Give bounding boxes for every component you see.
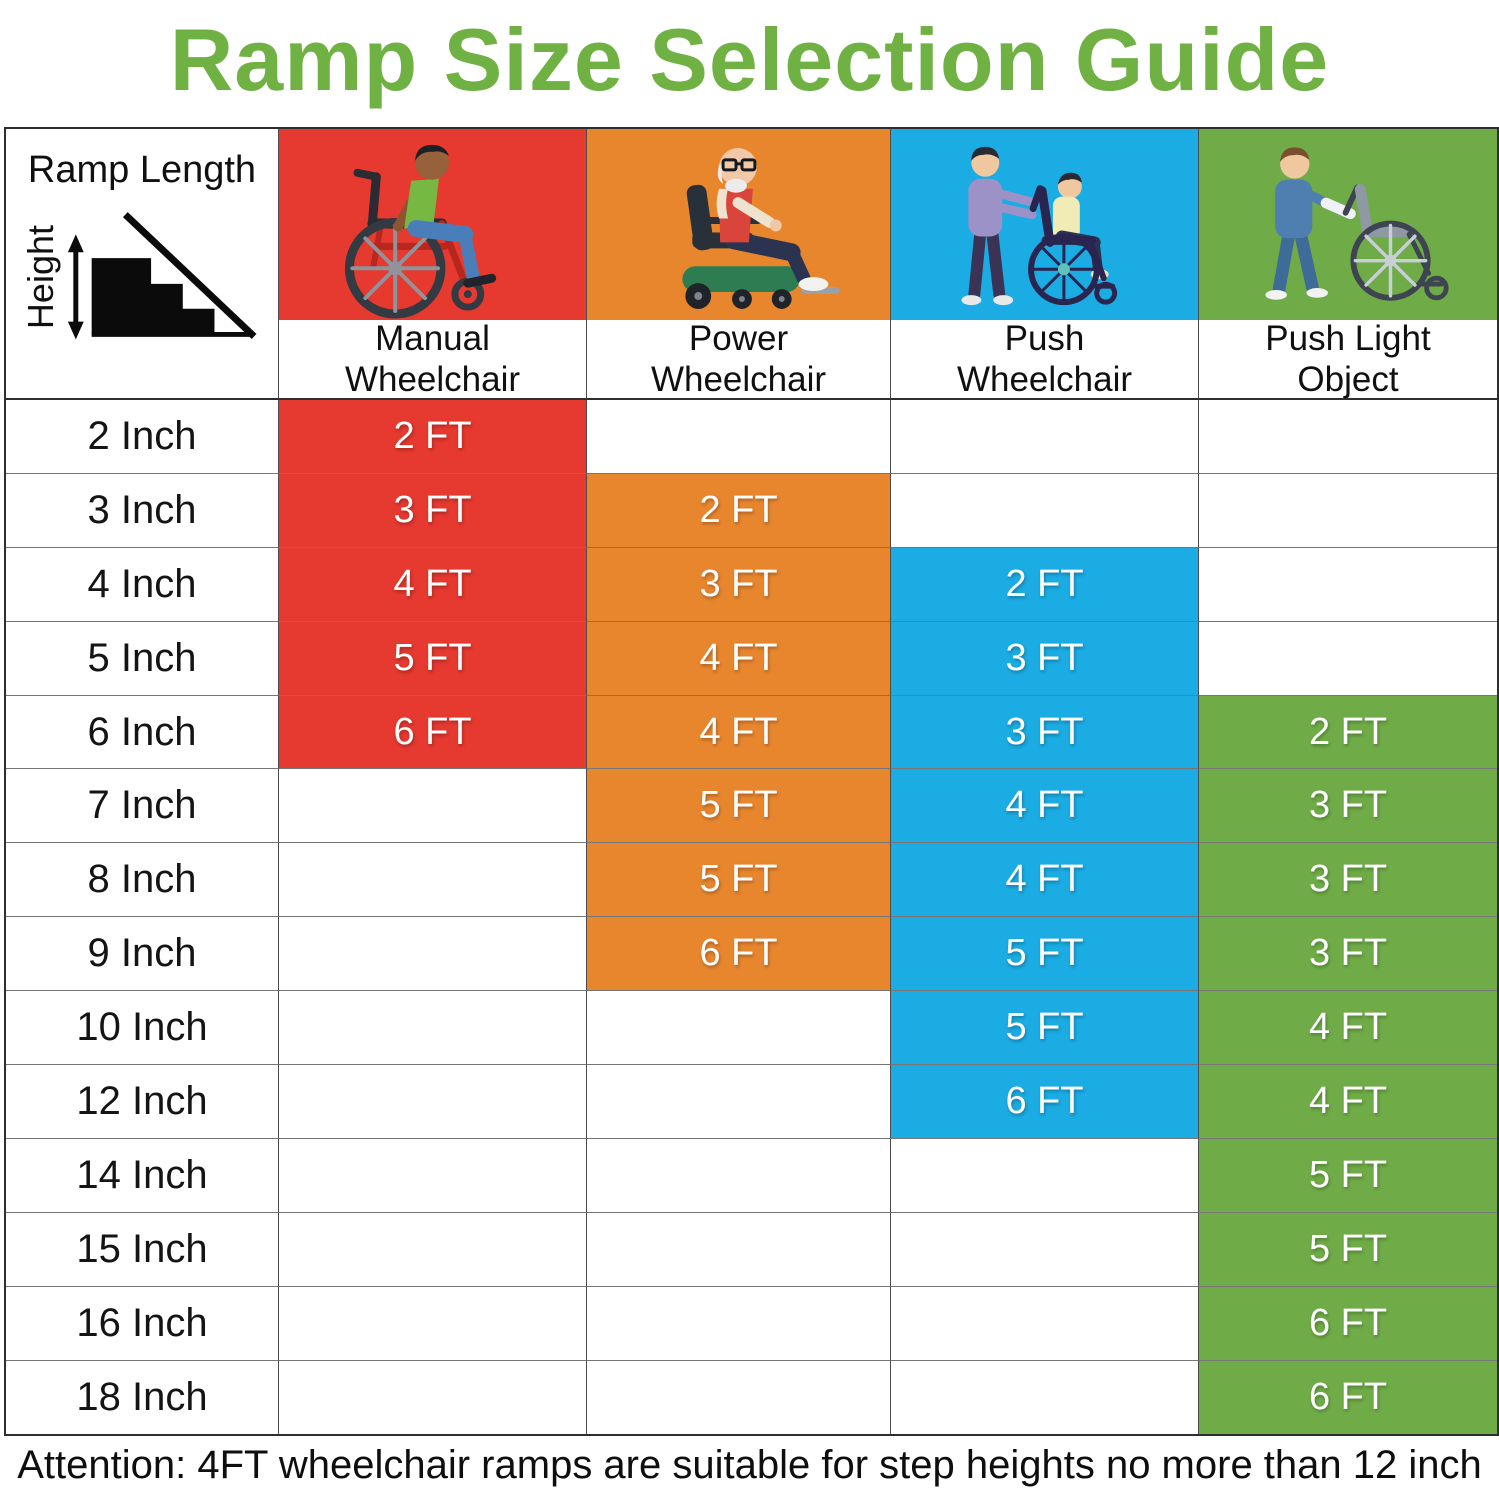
ramp-length-value-cell: 2 FT bbox=[1199, 695, 1497, 770]
column-label-push: Push Wheelchair bbox=[891, 320, 1199, 400]
height-label: Height bbox=[20, 224, 61, 330]
ramp-length-value-cell: 3 FT bbox=[1199, 843, 1497, 918]
column-label-light: Push Light Object bbox=[1199, 320, 1497, 400]
ramp-length-value-cell: 5 FT bbox=[891, 917, 1199, 992]
empty-cell bbox=[1199, 473, 1497, 548]
ramp-length-value-cell: 3 FT bbox=[279, 473, 587, 548]
ramp-length-value-cell: 6 FT bbox=[891, 1065, 1199, 1139]
empty-cell bbox=[279, 1065, 587, 1139]
ramp-length-value-cell: 6 FT bbox=[279, 695, 587, 770]
push-light-object-icon bbox=[1265, 147, 1449, 301]
empty-cell bbox=[279, 1138, 587, 1213]
ramp-length-value-cell: 3 FT bbox=[891, 621, 1199, 696]
header-image-manual bbox=[279, 129, 587, 320]
ramp-size-table: Ramp Length Height bbox=[4, 127, 1499, 1437]
ramp-length-value-cell: 6 FT bbox=[1199, 1286, 1497, 1361]
row-height-label: 2 Inch bbox=[6, 400, 279, 474]
row-height-label: 6 Inch bbox=[6, 695, 279, 770]
empty-cell bbox=[891, 1360, 1199, 1435]
ramp-length-value-cell: 5 FT bbox=[587, 769, 891, 844]
ramp-length-value-cell: 5 FT bbox=[279, 621, 587, 696]
ramp-stairs-icon bbox=[67, 212, 257, 340]
empty-cell bbox=[279, 1286, 587, 1361]
column-label-line1: Manual bbox=[375, 320, 490, 358]
ramp-length-value-cell: 4 FT bbox=[279, 547, 587, 622]
row-height-label: 8 Inch bbox=[6, 843, 279, 918]
empty-cell bbox=[279, 991, 587, 1066]
ramp-length-value-cell: 5 FT bbox=[587, 843, 891, 918]
attention-note: Attention: 4FT wheelchair ramps are suit… bbox=[17, 1443, 1482, 1487]
row-height-label: 9 Inch bbox=[6, 917, 279, 992]
ramp-length-label: Ramp Length bbox=[27, 149, 257, 191]
row-height-label: 7 Inch bbox=[6, 769, 279, 844]
row-height-label: 14 Inch bbox=[6, 1138, 279, 1213]
ramp-length-value-cell: 5 FT bbox=[891, 991, 1199, 1066]
empty-cell bbox=[1199, 621, 1497, 696]
empty-cell bbox=[587, 400, 891, 474]
empty-cell bbox=[587, 1360, 891, 1435]
header-image-push bbox=[891, 129, 1199, 320]
page-title: Ramp Size Selection Guide bbox=[169, 10, 1330, 109]
empty-cell bbox=[891, 1286, 1199, 1361]
ramp-length-value-cell: 6 FT bbox=[1199, 1360, 1497, 1435]
manual-wheelchair-icon bbox=[344, 144, 497, 319]
ramp-length-value-cell: 4 FT bbox=[1199, 1065, 1497, 1139]
empty-cell bbox=[279, 917, 587, 992]
push-wheelchair-icon bbox=[961, 146, 1118, 306]
ramp-length-value-cell: 4 FT bbox=[587, 621, 891, 696]
ramp-length-value-cell: 3 FT bbox=[891, 695, 1199, 770]
power-wheelchair-icon bbox=[682, 148, 840, 309]
row-height-label: 15 Inch bbox=[6, 1212, 279, 1287]
column-label-line1: Push Light bbox=[1265, 320, 1431, 358]
ramp-length-value-cell: 4 FT bbox=[1199, 991, 1497, 1066]
ramp-diagram: Height bbox=[20, 202, 264, 352]
row-height-label: 3 Inch bbox=[6, 473, 279, 548]
empty-cell bbox=[1199, 400, 1497, 474]
header-image-power bbox=[587, 129, 891, 320]
column-label-power: Power Wheelchair bbox=[587, 320, 891, 400]
ramp-length-value-cell: 6 FT bbox=[587, 917, 891, 992]
ramp-length-value-cell: 3 FT bbox=[1199, 769, 1497, 844]
ramp-length-value-cell: 3 FT bbox=[587, 547, 891, 622]
empty-cell bbox=[587, 1212, 891, 1287]
empty-cell bbox=[891, 1212, 1199, 1287]
column-label-line2: Object bbox=[1297, 360, 1399, 399]
empty-cell bbox=[587, 1286, 891, 1361]
empty-cell bbox=[279, 1360, 587, 1435]
column-label-line2: Wheelchair bbox=[956, 360, 1133, 399]
empty-cell bbox=[279, 769, 587, 844]
empty-cell bbox=[587, 1065, 891, 1139]
row-height-label: 4 Inch bbox=[6, 547, 279, 622]
empty-cell bbox=[279, 843, 587, 918]
row-height-label: 10 Inch bbox=[6, 991, 279, 1066]
ramp-length-value-cell: 4 FT bbox=[587, 695, 891, 770]
empty-cell bbox=[587, 991, 891, 1066]
corner-cell: Ramp Length Height bbox=[6, 129, 279, 400]
row-height-label: 12 Inch bbox=[6, 1065, 279, 1139]
empty-cell bbox=[279, 1212, 587, 1287]
ramp-length-value-cell: 5 FT bbox=[1199, 1212, 1497, 1287]
column-label-line2: Wheelchair bbox=[650, 360, 827, 399]
row-height-label: 5 Inch bbox=[6, 621, 279, 696]
column-label-line2: Wheelchair bbox=[344, 360, 521, 399]
ramp-length-value-cell: 5 FT bbox=[1199, 1138, 1497, 1213]
ramp-length-value-cell: 2 FT bbox=[891, 547, 1199, 622]
header-image-light bbox=[1199, 129, 1497, 320]
column-label-line1: Push bbox=[1004, 320, 1085, 358]
empty-cell bbox=[891, 400, 1199, 474]
empty-cell bbox=[891, 473, 1199, 548]
empty-cell bbox=[1199, 547, 1497, 622]
column-label-line1: Power bbox=[688, 320, 789, 358]
row-height-label: 18 Inch bbox=[6, 1360, 279, 1435]
column-label-manual: Manual Wheelchair bbox=[279, 320, 587, 400]
ramp-length-value-cell: 3 FT bbox=[1199, 917, 1497, 992]
empty-cell bbox=[891, 1138, 1199, 1213]
ramp-length-value-cell: 2 FT bbox=[279, 400, 587, 474]
ramp-length-value-cell: 4 FT bbox=[891, 769, 1199, 844]
ramp-length-value-cell: 4 FT bbox=[891, 843, 1199, 918]
ramp-length-value-cell: 2 FT bbox=[587, 473, 891, 548]
empty-cell bbox=[587, 1138, 891, 1213]
row-height-label: 16 Inch bbox=[6, 1286, 279, 1361]
